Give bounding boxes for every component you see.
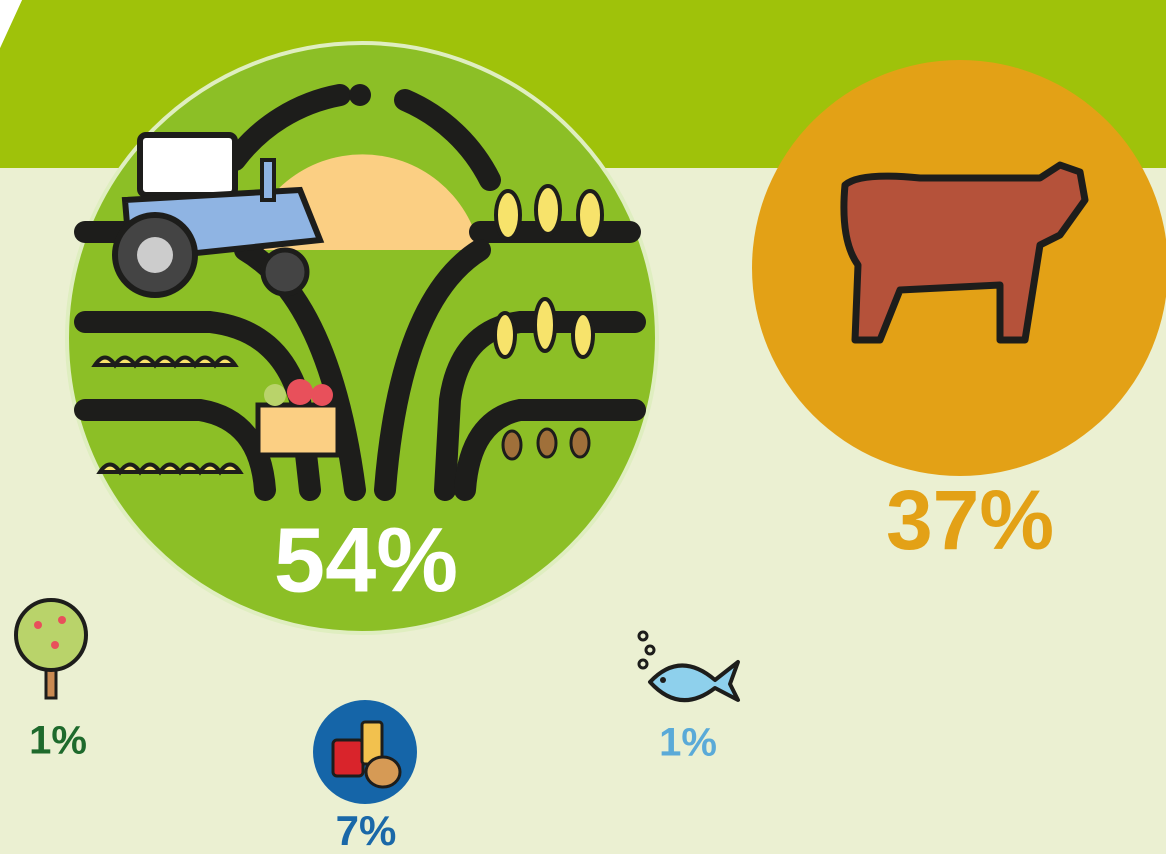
infographic: 54% 37% 1% 7% 1% [0, 0, 1166, 854]
cattle-icon [752, 60, 1166, 476]
tree-share: 1% [29, 719, 87, 763]
fish-share: 1% [659, 721, 717, 765]
products-icon [313, 700, 417, 804]
cattle-share: 37% [886, 473, 1054, 567]
crop-share: 54% [274, 509, 458, 611]
page: {"items": [ {"label": "54%"}, {"label": … [0, 0, 1166, 854]
products-share: 7% [336, 807, 397, 854]
